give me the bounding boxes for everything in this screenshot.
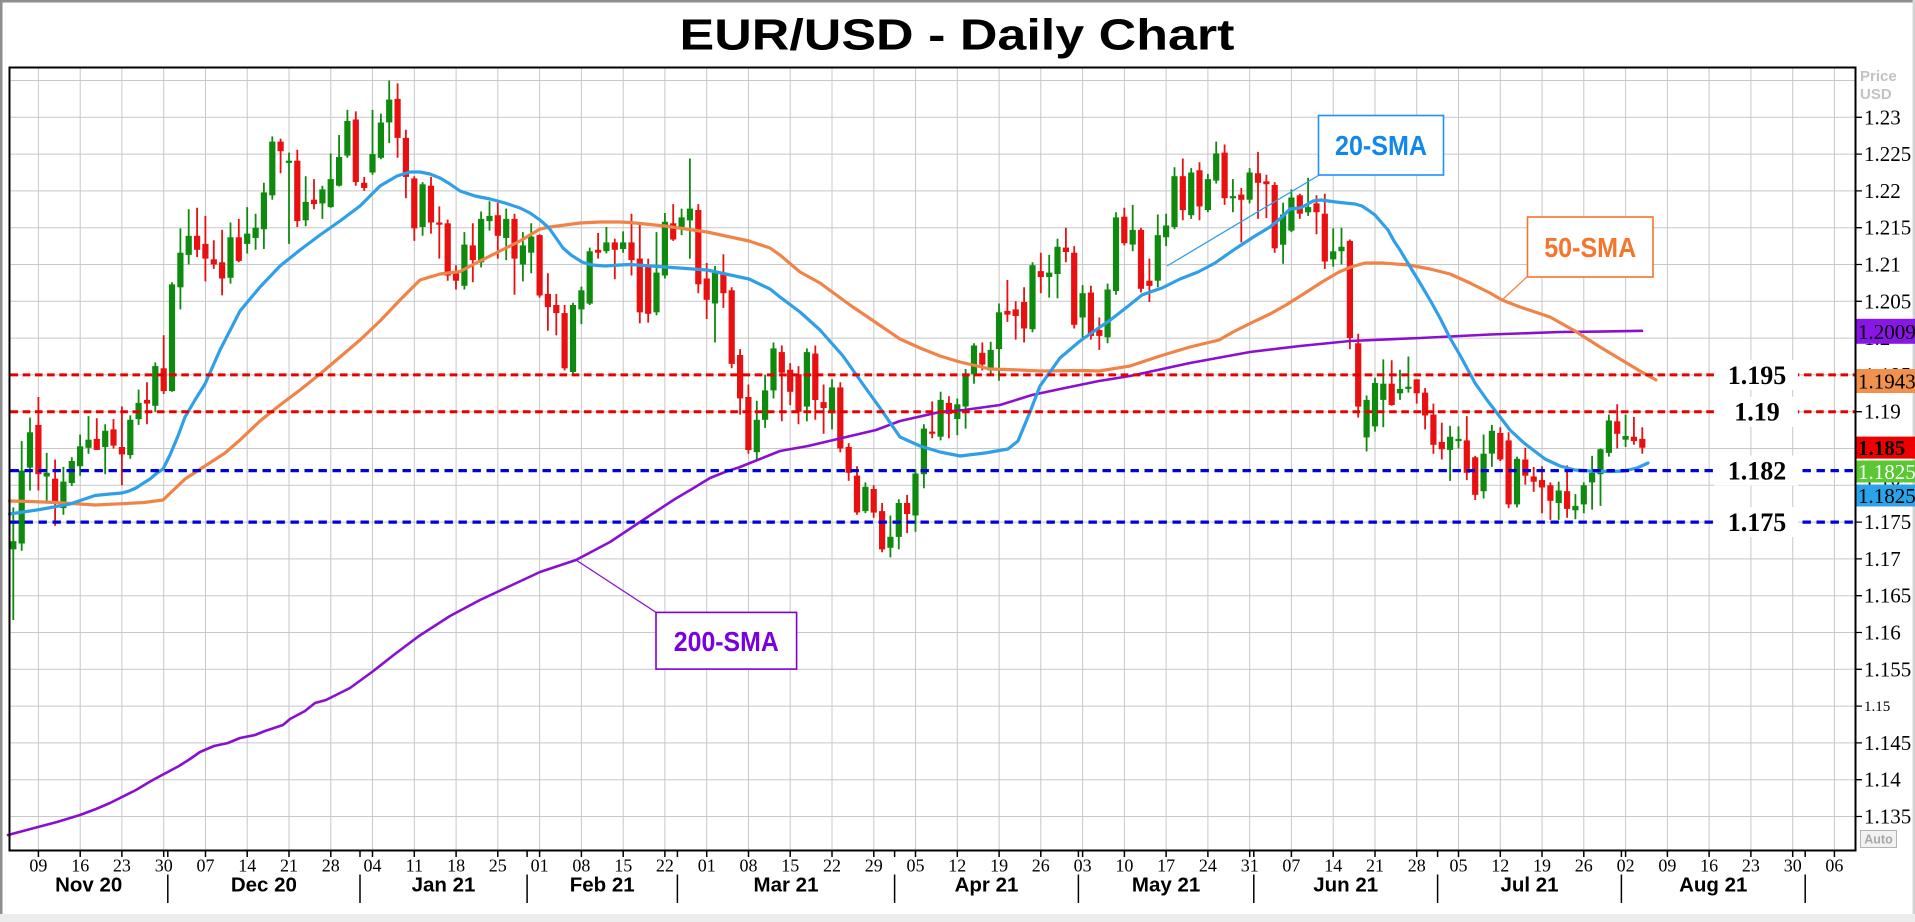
svg-text:200-SMA: 200-SMA	[674, 626, 779, 657]
svg-text:22: 22	[823, 856, 841, 876]
svg-text:Jan 21: Jan 21	[412, 874, 476, 897]
svg-text:1.1943: 1.1943	[1858, 370, 1915, 394]
svg-text:USD: USD	[1860, 86, 1892, 103]
svg-text:1.22: 1.22	[1864, 179, 1901, 203]
svg-text:Nov 20: Nov 20	[55, 874, 122, 897]
svg-text:12: 12	[1491, 856, 1509, 876]
svg-text:1.175: 1.175	[1864, 510, 1911, 534]
svg-text:11: 11	[406, 856, 423, 876]
svg-text:30: 30	[155, 856, 173, 876]
svg-text:1.182: 1.182	[1728, 457, 1787, 486]
svg-text:1.135: 1.135	[1864, 805, 1911, 829]
svg-text:1.155: 1.155	[1864, 657, 1911, 681]
svg-text:29: 29	[865, 856, 883, 876]
svg-text:Dec 20: Dec 20	[231, 874, 297, 897]
svg-text:1.16: 1.16	[1864, 621, 1901, 645]
svg-text:1.17: 1.17	[1864, 547, 1901, 571]
svg-text:07: 07	[197, 856, 215, 876]
svg-text:19: 19	[1533, 856, 1551, 876]
svg-text:10: 10	[1115, 856, 1133, 876]
svg-text:Apr 21: Apr 21	[955, 874, 1019, 897]
svg-text:09: 09	[1658, 856, 1676, 876]
svg-text:07: 07	[1282, 856, 1300, 876]
svg-text:04: 04	[364, 856, 382, 876]
svg-text:50-SMA: 50-SMA	[1544, 232, 1636, 263]
svg-text:1.15: 1.15	[1864, 699, 1890, 715]
svg-text:18: 18	[447, 856, 465, 876]
svg-text:1.165: 1.165	[1864, 584, 1911, 608]
svg-text:Aug 21: Aug 21	[1679, 874, 1747, 897]
svg-text:01: 01	[698, 856, 716, 876]
svg-text:30: 30	[1784, 856, 1802, 876]
svg-text:1.2009: 1.2009	[1858, 320, 1915, 344]
svg-text:24: 24	[1199, 856, 1217, 876]
svg-text:16: 16	[1700, 856, 1718, 876]
svg-text:26: 26	[1575, 856, 1593, 876]
svg-text:1.215: 1.215	[1864, 216, 1911, 240]
svg-text:1.175: 1.175	[1728, 508, 1787, 537]
svg-text:1.19: 1.19	[1864, 400, 1901, 424]
svg-text:1.14: 1.14	[1864, 768, 1901, 792]
svg-text:20-SMA: 20-SMA	[1335, 130, 1427, 161]
svg-text:31: 31	[1241, 856, 1259, 876]
svg-text:05: 05	[1450, 856, 1468, 876]
svg-text:1.1825: 1.1825	[1858, 460, 1915, 484]
svg-text:16: 16	[71, 856, 89, 876]
svg-text:08: 08	[740, 856, 758, 876]
svg-text:15: 15	[781, 856, 799, 876]
svg-text:21: 21	[1366, 856, 1384, 876]
svg-text:19: 19	[990, 856, 1008, 876]
svg-text:1.145: 1.145	[1864, 731, 1911, 755]
svg-text:15: 15	[614, 856, 632, 876]
svg-text:Feb 21: Feb 21	[570, 874, 635, 897]
svg-text:May 21: May 21	[1132, 874, 1200, 897]
svg-text:22: 22	[656, 856, 674, 876]
svg-text:Mar 21: Mar 21	[754, 874, 819, 897]
svg-text:26: 26	[1032, 856, 1050, 876]
svg-text:09: 09	[29, 856, 47, 876]
svg-text:1.1825: 1.1825	[1858, 484, 1915, 508]
svg-text:23: 23	[1742, 856, 1760, 876]
svg-text:28: 28	[1408, 856, 1426, 876]
svg-text:03: 03	[1074, 856, 1092, 876]
svg-text:08: 08	[572, 856, 590, 876]
svg-text:Auto: Auto	[1864, 833, 1893, 847]
svg-text:EUR/USD - Daily Chart: EUR/USD - Daily Chart	[680, 11, 1235, 60]
svg-text:14: 14	[1324, 856, 1342, 876]
svg-text:14: 14	[238, 856, 256, 876]
svg-text:Price: Price	[1860, 68, 1897, 85]
svg-text:1.195: 1.195	[1728, 361, 1787, 390]
svg-text:02: 02	[1617, 856, 1635, 876]
svg-text:1.185: 1.185	[1858, 436, 1905, 460]
svg-text:23: 23	[113, 856, 131, 876]
svg-text:Jun 21: Jun 21	[1313, 874, 1378, 897]
svg-text:05: 05	[907, 856, 925, 876]
svg-text:1.19: 1.19	[1734, 398, 1780, 427]
svg-text:28: 28	[322, 856, 340, 876]
svg-text:21: 21	[280, 856, 298, 876]
svg-text:Jul 21: Jul 21	[1500, 874, 1558, 897]
svg-text:12: 12	[948, 856, 966, 876]
svg-text:06: 06	[1825, 856, 1843, 876]
svg-text:1.225: 1.225	[1864, 142, 1911, 166]
svg-text:01: 01	[531, 856, 549, 876]
svg-text:25: 25	[489, 856, 507, 876]
svg-text:1.21: 1.21	[1864, 253, 1901, 277]
svg-text:17: 17	[1157, 856, 1175, 876]
svg-text:1.23: 1.23	[1864, 105, 1901, 129]
svg-text:1.205: 1.205	[1864, 289, 1911, 313]
